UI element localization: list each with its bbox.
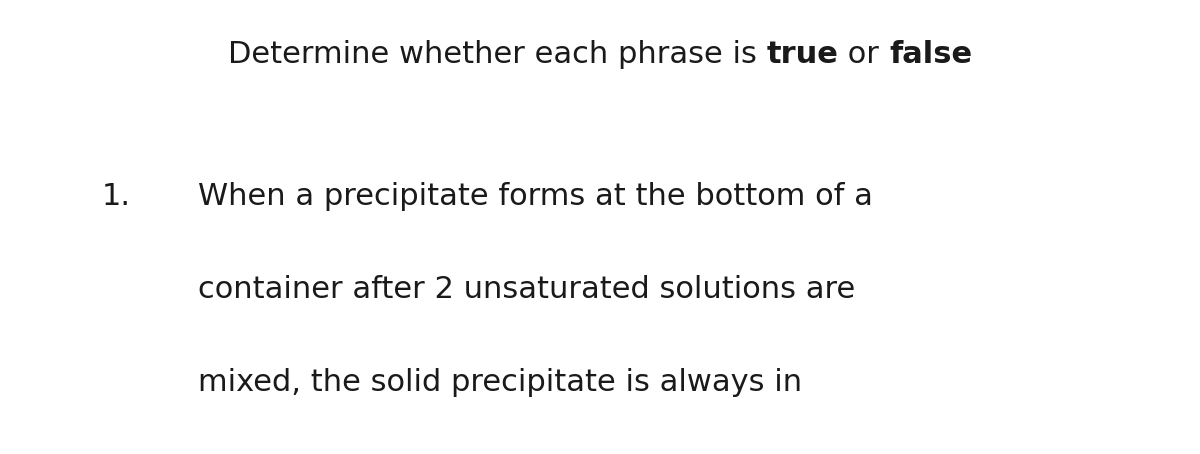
- Text: mixed, the solid precipitate is always in: mixed, the solid precipitate is always i…: [198, 368, 802, 397]
- Text: false: false: [889, 40, 972, 69]
- Text: 1.: 1.: [102, 182, 131, 211]
- Text: Determine whether each phrase is: Determine whether each phrase is: [228, 40, 767, 69]
- Text: container after 2 unsaturated solutions are: container after 2 unsaturated solutions …: [198, 275, 856, 304]
- Text: When a precipitate forms at the bottom of a: When a precipitate forms at the bottom o…: [198, 182, 872, 211]
- Text: or: or: [839, 40, 889, 69]
- Text: true: true: [767, 40, 839, 69]
